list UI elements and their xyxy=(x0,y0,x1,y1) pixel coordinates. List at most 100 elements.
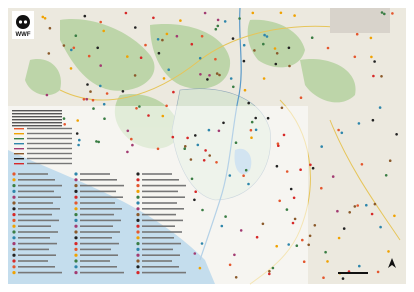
legend-symbol xyxy=(136,224,140,228)
map-marker xyxy=(76,119,79,122)
legend-text-line xyxy=(80,202,115,204)
map-marker xyxy=(82,98,86,101)
legend-text-line xyxy=(18,242,57,245)
legend-text-line xyxy=(80,248,111,251)
logo-panda-eye xyxy=(23,20,28,24)
map-marker xyxy=(255,235,259,239)
legend-symbol xyxy=(136,195,140,199)
map-marker xyxy=(262,42,265,46)
map-marker xyxy=(313,224,317,227)
map-marker xyxy=(161,38,164,42)
map-marker xyxy=(126,129,130,133)
intro-text-line xyxy=(12,125,62,127)
map-marker xyxy=(179,19,182,22)
map-marker xyxy=(309,163,312,167)
legend xyxy=(12,110,186,275)
legend-symbol xyxy=(74,184,78,188)
map-marker xyxy=(293,217,297,221)
legend-symbol xyxy=(74,172,78,176)
map-marker xyxy=(322,276,325,280)
map-marker xyxy=(184,145,187,148)
map-marker xyxy=(89,90,92,93)
map-marker xyxy=(135,107,138,110)
map-marker xyxy=(223,20,227,23)
map-marker xyxy=(353,205,357,208)
legend-text-line xyxy=(142,190,178,193)
map-marker xyxy=(371,118,375,122)
map-marker xyxy=(250,120,254,124)
map-marker xyxy=(373,202,377,206)
map-marker xyxy=(378,106,382,109)
legend-panel xyxy=(8,106,308,284)
legend-symbol xyxy=(136,213,140,217)
map-marker xyxy=(292,196,296,200)
legend-text-line xyxy=(27,137,72,140)
map-marker xyxy=(391,12,394,15)
map-marker xyxy=(124,11,128,15)
map-marker xyxy=(167,68,170,71)
map-marker xyxy=(157,51,161,55)
legend-symbol xyxy=(12,247,16,251)
map-marker xyxy=(254,116,257,120)
map-marker xyxy=(244,168,248,172)
legend-symbol xyxy=(136,207,140,211)
map-marker xyxy=(370,55,373,59)
legend-text-line xyxy=(80,237,112,239)
map-marker xyxy=(337,128,340,132)
legend-symbol xyxy=(12,207,16,211)
legend-text-line xyxy=(18,213,52,216)
map-marker xyxy=(161,114,165,118)
legend-text-line xyxy=(142,231,182,233)
map-marker xyxy=(95,140,98,143)
map-marker xyxy=(370,212,374,216)
map-marker xyxy=(251,11,255,15)
logo-panda-eye xyxy=(18,20,23,24)
map-marker xyxy=(337,236,341,240)
map-marker xyxy=(279,11,283,15)
map-marker xyxy=(48,26,52,30)
legend-text-line xyxy=(18,202,53,204)
map-marker xyxy=(324,250,327,254)
map-marker xyxy=(72,46,76,50)
legend-text-line xyxy=(80,225,113,227)
legend-text-line xyxy=(142,173,172,175)
map-marker xyxy=(299,168,302,171)
map-marker xyxy=(200,34,204,38)
map-marker xyxy=(384,174,388,177)
map-marker xyxy=(190,177,194,181)
map-marker xyxy=(326,260,329,263)
map-marker xyxy=(250,136,253,139)
map-marker xyxy=(70,48,73,52)
map-marker xyxy=(341,277,345,280)
map-marker xyxy=(103,117,106,120)
legend-symbol xyxy=(12,172,16,176)
legend-text-line xyxy=(142,179,179,181)
map-marker xyxy=(175,34,179,38)
map-marker xyxy=(276,142,280,145)
legend-symbol xyxy=(136,172,140,176)
legend-text-line xyxy=(142,184,186,187)
map-marker xyxy=(194,190,197,193)
map-marker xyxy=(336,209,339,213)
road xyxy=(329,119,401,241)
legend-symbol xyxy=(136,259,140,263)
legend-text-line xyxy=(18,173,48,175)
map-marker xyxy=(102,29,105,33)
map-marker xyxy=(201,208,204,212)
legend-symbol xyxy=(12,195,16,199)
forest-patch xyxy=(60,19,155,91)
map-marker xyxy=(228,263,232,267)
map-marker xyxy=(383,12,386,16)
map-marker xyxy=(222,121,225,125)
map-marker xyxy=(74,34,78,37)
scale-bar xyxy=(338,272,368,274)
map-marker xyxy=(224,215,227,218)
map-marker xyxy=(388,159,392,162)
intro-text-line xyxy=(12,113,62,115)
legend-text-line xyxy=(80,208,122,210)
intro-text-line xyxy=(12,119,62,121)
map-marker xyxy=(198,56,202,60)
map-marker xyxy=(355,32,359,36)
map-marker xyxy=(193,198,196,202)
